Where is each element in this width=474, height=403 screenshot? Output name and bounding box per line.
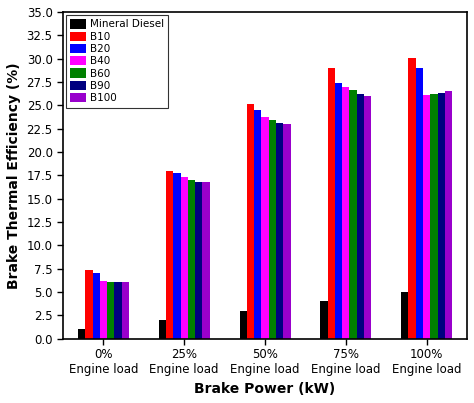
Bar <box>107 282 114 339</box>
Bar <box>438 93 445 339</box>
Bar <box>254 110 262 339</box>
Bar <box>195 182 202 339</box>
X-axis label: Brake Power (kW): Brake Power (kW) <box>194 382 336 396</box>
Legend: Mineral Diesel, B10, B20, B40, B60, B90, B100: Mineral Diesel, B10, B20, B40, B60, B90,… <box>66 15 168 108</box>
Bar <box>239 311 247 339</box>
Bar <box>276 123 283 339</box>
Bar <box>430 94 438 339</box>
Bar <box>202 182 210 339</box>
Bar <box>166 171 173 339</box>
Bar <box>78 329 85 339</box>
Bar <box>85 270 92 339</box>
Bar <box>114 282 122 339</box>
Bar <box>100 281 107 339</box>
Bar <box>122 282 129 339</box>
Bar <box>409 58 416 339</box>
Bar <box>335 83 342 339</box>
Bar <box>181 177 188 339</box>
Bar <box>262 117 269 339</box>
Bar <box>269 120 276 339</box>
Bar <box>247 104 254 339</box>
Bar <box>401 292 409 339</box>
Bar <box>364 96 371 339</box>
Bar <box>173 172 181 339</box>
Y-axis label: Brake Thermal Efficiency (%): Brake Thermal Efficiency (%) <box>7 62 21 289</box>
Bar <box>349 90 357 339</box>
Bar <box>159 320 166 339</box>
Bar <box>357 94 364 339</box>
Bar <box>445 91 452 339</box>
Bar <box>320 301 328 339</box>
Bar <box>423 95 430 339</box>
Bar <box>328 68 335 339</box>
Bar <box>283 124 291 339</box>
Bar <box>342 87 349 339</box>
Bar <box>416 68 423 339</box>
Bar <box>188 180 195 339</box>
Bar <box>92 273 100 339</box>
